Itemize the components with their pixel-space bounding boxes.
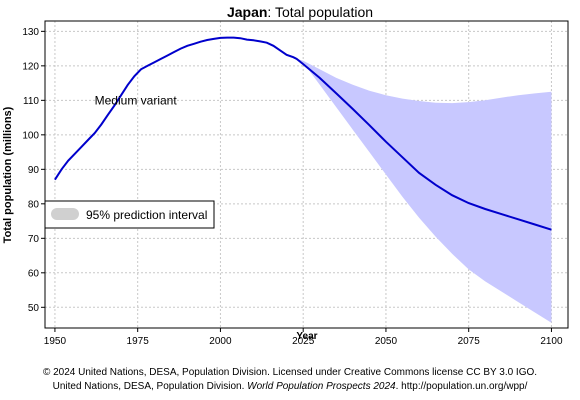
- y-tick-label: 50: [28, 303, 40, 314]
- y-tick-label: 70: [28, 234, 40, 245]
- x-tick-label: 2000: [209, 336, 232, 347]
- y-axis: 50 60 70 80 90 100 110 120 130: [22, 27, 45, 314]
- plot-frame: [44, 20, 569, 329]
- chart-title-separator: :: [267, 4, 271, 20]
- x-tick-label: 2075: [458, 336, 481, 347]
- y-tick-label: 110: [23, 96, 39, 107]
- source-suffix: . http://population.un.org/wpp/: [395, 381, 528, 392]
- x-tick-label: 2050: [375, 336, 398, 347]
- y-tick-label: 130: [22, 27, 39, 38]
- medium-variant-annotation: Medium variant: [95, 93, 178, 107]
- chart-title-text: Total population: [271, 4, 373, 20]
- source-title: World Population Prospects 2024: [247, 381, 396, 392]
- y-tick-label: 120: [22, 61, 39, 72]
- x-tick-label: 1975: [127, 336, 150, 347]
- prediction-interval-band: [296, 58, 552, 323]
- legend: 95% prediction interval: [44, 200, 215, 229]
- y-tick-label: 90: [28, 165, 40, 176]
- x-axis: 1950 1975 2000 2025 2050 2075 2100: [44, 328, 563, 347]
- legend-label: 95% prediction interval: [86, 208, 207, 222]
- medium-variant-line: [54, 36, 552, 231]
- copyright-credit: © 2024 United Nations, DESA, Population …: [42, 367, 538, 378]
- x-tick-label: 2100: [540, 336, 563, 347]
- x-tick-label: 1950: [44, 336, 67, 347]
- y-tick-label: 100: [22, 130, 39, 141]
- population-chart: Japan: Total population 1950 1975 2000 2025…: [2, 4, 569, 347]
- chart-title: Japan: Total population: [227, 4, 373, 20]
- y-axis-label: Total population (millions): [2, 106, 14, 243]
- x-axis-label: Year: [296, 331, 317, 342]
- chart-title-country: Japan: [227, 4, 267, 20]
- source-credit: United Nations, DESA, Population Divisio…: [0, 381, 580, 393]
- y-tick-label: 80: [28, 199, 40, 210]
- y-tick-label: 60: [28, 268, 40, 279]
- x-tick-label: 2025: [292, 336, 315, 347]
- source-prefix: United Nations, DESA, Population Divisio…: [52, 381, 248, 392]
- legend-swatch: [51, 208, 79, 220]
